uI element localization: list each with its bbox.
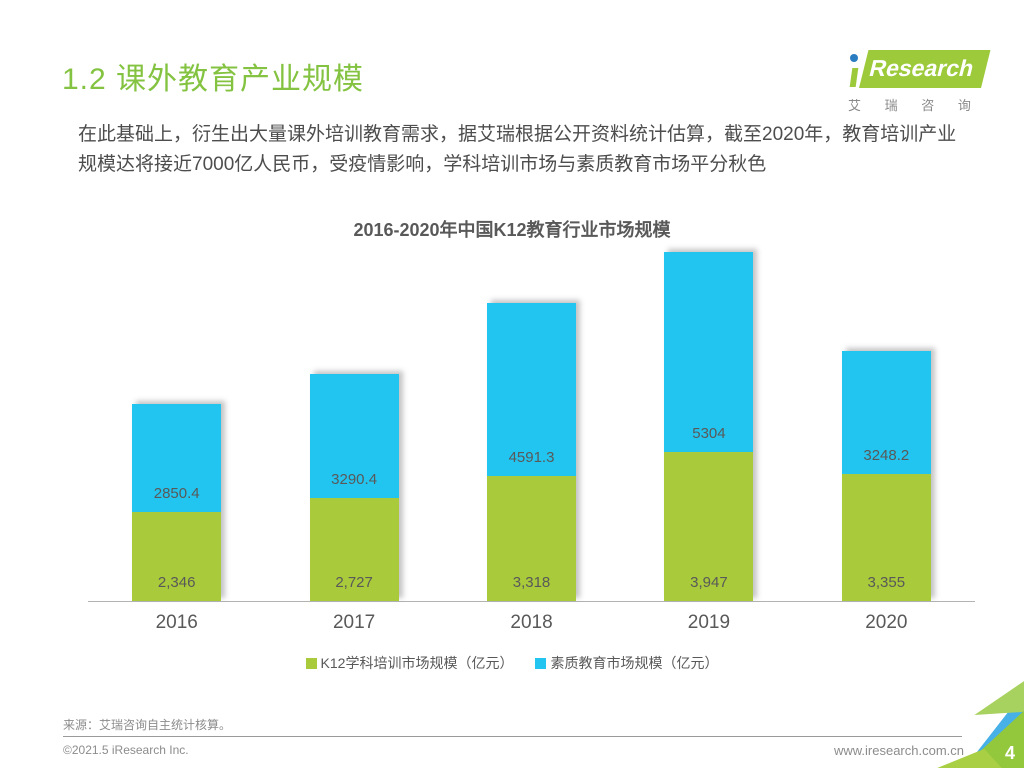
bar-value-label: 3,318: [512, 574, 551, 591]
bar-segment: 2,727: [309, 498, 399, 601]
page-number: 4: [1004, 743, 1015, 763]
bar-segment: 3290.4: [309, 374, 399, 498]
chart-title: 2016-2020年中国K12教育行业市场规模: [353, 220, 671, 240]
source-note: 来源：艾瑞咨询自主统计核算。: [63, 718, 232, 732]
bar-segment: 3248.2: [841, 351, 931, 474]
bar-segment: 2,346: [132, 512, 222, 601]
iresearch-logo: Research 艾 瑞 咨 询: [848, 50, 991, 114]
bar-value-label: 2,727: [335, 574, 373, 591]
stacked-bar: 4591.3 3,318: [487, 303, 577, 601]
corner-decoration: 4: [900, 662, 1024, 768]
bar-segment: 5304: [664, 252, 754, 452]
bar-value-label: 2850.4: [153, 485, 200, 502]
footer-divider: [63, 736, 962, 737]
bar-value-label: 5304: [692, 425, 726, 442]
stacked-bar: 5304 3,947: [664, 252, 754, 601]
logo-i-stem: [849, 68, 859, 87]
x-axis-label: 2019: [687, 612, 731, 633]
bar-column: 3290.4 2,727: [265, 242, 442, 601]
plot-area: 2850.4 2,346 3290.4 2,727 4591.3 3,318 5304 3,9…: [88, 242, 975, 602]
bar-value-label: 3290.4: [331, 471, 378, 488]
logo-i-glyph: [848, 52, 859, 88]
website-text: www.iresearch.com.cn: [833, 743, 964, 758]
legend-label: K12学科培训市场规模（亿元）: [320, 655, 514, 671]
bar-value-label: 3,947: [690, 574, 728, 591]
x-axis-label: 2016: [155, 612, 198, 633]
legend-item: 素质教育市场规模（亿元）: [535, 653, 718, 673]
bar-column: 2850.4 2,346: [88, 242, 265, 601]
logo-chinese-name: 艾 瑞 咨 询: [848, 98, 977, 113]
bar-segment: 3,318: [487, 476, 577, 601]
bar-segment: 2850.4: [132, 404, 222, 512]
stacked-bar: 3290.4 2,727: [309, 374, 399, 601]
legend-swatch: [305, 657, 317, 669]
x-axis-label: 2017: [332, 612, 376, 633]
intro-paragraph: 在此基础上，衍生出大量课外培训教育需求，据艾瑞根据公开资料统计估算，截至2020…: [78, 124, 957, 175]
bar-value-label: 2,346: [157, 574, 196, 591]
x-axis-label: 2018: [510, 612, 553, 633]
bar-value-label: 3,355: [867, 574, 906, 591]
logo-i-dot-icon: [850, 54, 858, 62]
logo-brand-text: Research: [859, 50, 991, 88]
x-axis-labels: 2016 2017 2018 2019 2020: [88, 612, 975, 634]
legend-label: 素质教育市场规模（亿元）: [550, 655, 719, 671]
copyright-text: ©2021.5 iResearch Inc.: [63, 743, 189, 757]
bar-value-label: 4591.3: [508, 449, 555, 466]
stacked-bar: 2850.4 2,346: [132, 404, 222, 601]
legend-swatch: [535, 657, 547, 669]
bar-column: 4591.3 3,318: [443, 242, 620, 601]
x-axis-label: 2020: [865, 612, 908, 633]
stacked-bar: 3248.2 3,355: [841, 351, 931, 601]
bar-segment: 3,355: [841, 474, 931, 601]
bar-column: 3248.2 3,355: [798, 242, 975, 601]
logo-wordmark: Research: [848, 50, 991, 88]
bar-column: 5304 3,947: [620, 242, 797, 601]
bar-segment: 4591.3: [487, 303, 577, 476]
chart-legend: K12学科培训市场规模（亿元） 素质教育市场规模（亿元）: [0, 653, 1024, 673]
legend-item: K12学科培训市场规模（亿元）: [305, 653, 514, 673]
bar-value-label: 3248.2: [863, 447, 910, 464]
bar-segment: 3,947: [664, 452, 754, 601]
page-title: 1.2 课外教育产业规模: [62, 63, 365, 96]
